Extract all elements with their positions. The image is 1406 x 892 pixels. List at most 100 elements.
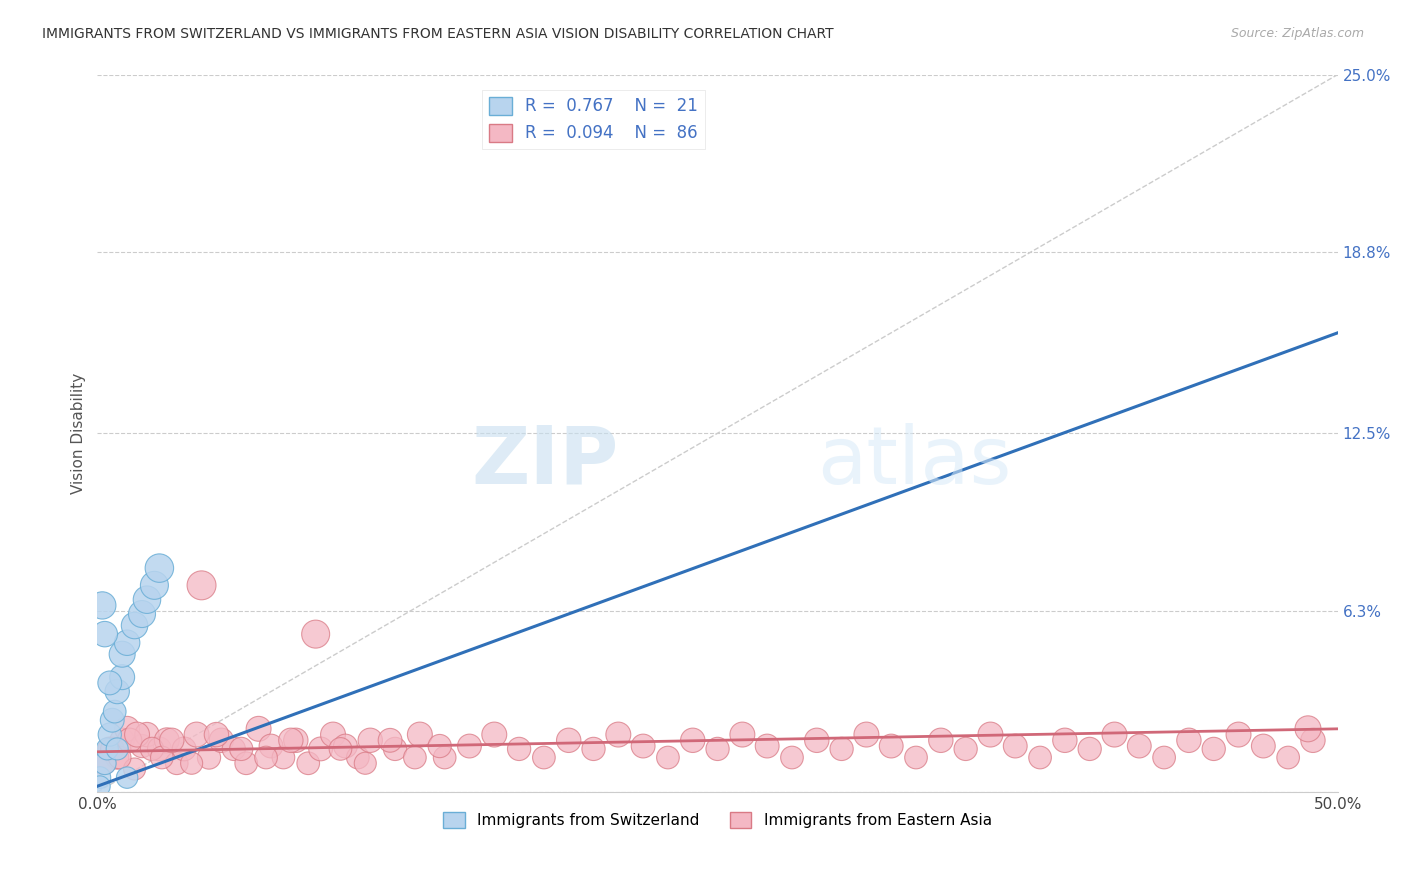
Text: Source: ZipAtlas.com: Source: ZipAtlas.com [1230,27,1364,40]
Point [806,733,828,747]
Point [136,592,159,607]
Point [160,733,183,747]
Point [98,676,121,690]
Point [1277,750,1299,764]
Y-axis label: Vision Disability: Vision Disability [72,373,86,494]
Point [354,756,377,771]
Point [94,756,117,771]
Point [186,728,208,742]
Point [1153,750,1175,764]
Point [378,733,401,747]
Point [111,647,134,661]
Point [533,750,555,764]
Point [404,750,426,764]
Point [347,750,370,764]
Point [89,779,111,793]
Point [322,728,344,742]
Point [384,742,406,756]
Point [359,733,381,747]
Point [115,771,138,785]
Point [1227,728,1250,742]
Point [557,733,579,747]
Point [260,739,283,753]
Point [89,771,111,785]
Point [254,750,277,764]
Point [198,750,221,764]
Point [124,762,146,776]
Point [1296,722,1319,736]
Point [141,742,163,756]
Point [329,742,352,756]
Point [108,750,131,764]
Point [780,750,803,764]
Point [98,742,121,756]
Point [131,739,153,753]
Point [125,728,148,742]
Point [105,684,128,698]
Point [91,599,114,613]
Point [118,733,141,747]
Point [105,750,128,764]
Point [508,742,530,756]
Point [1053,733,1076,747]
Point [205,728,228,742]
Point [1202,742,1225,756]
Point [180,756,202,771]
Point [98,728,121,742]
Point [273,750,295,764]
Point [309,742,332,756]
Point [305,627,328,641]
Point [115,722,138,736]
Text: ZIP: ZIP [471,423,619,501]
Point [156,733,179,747]
Point [409,728,432,742]
Point [150,750,173,764]
Point [143,578,166,592]
Point [96,742,118,756]
Point [458,739,481,753]
Point [1078,742,1101,756]
Point [148,561,170,575]
Point [209,733,232,747]
Point [166,756,188,771]
Point [631,739,654,753]
Point [94,627,117,641]
Point [231,742,253,756]
Point [657,750,679,764]
Point [1004,739,1026,753]
Point [880,739,903,753]
Point [433,750,456,764]
Point [173,742,195,756]
Point [1178,733,1201,747]
Point [235,756,257,771]
Point [335,739,357,753]
Point [756,739,779,753]
Point [284,733,307,747]
Point [222,742,245,756]
Point [1302,733,1324,747]
Legend: Immigrants from Switzerland, Immigrants from Eastern Asia: Immigrants from Switzerland, Immigrants … [437,806,998,835]
Point [429,739,451,753]
Text: IMMIGRANTS FROM SWITZERLAND VS IMMIGRANTS FROM EASTERN ASIA VISION DISABILITY CO: IMMIGRANTS FROM SWITZERLAND VS IMMIGRANT… [42,27,834,41]
Point [111,670,134,684]
Point [1253,739,1275,753]
Point [190,578,212,592]
Point [136,728,159,742]
Point [731,728,754,742]
Point [979,728,1001,742]
Point [280,733,302,747]
Point [247,722,270,736]
Point [929,733,952,747]
Point [1029,750,1052,764]
Point [124,618,146,632]
Point [105,742,128,756]
Point [682,733,704,747]
Point [955,742,977,756]
Point [101,742,124,756]
Point [148,742,170,756]
Point [101,713,124,727]
Point [1104,728,1126,742]
Point [484,728,506,742]
Point [94,756,117,771]
Point [91,756,114,771]
